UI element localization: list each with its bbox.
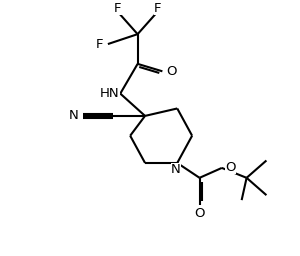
Text: F: F [114,2,122,15]
Text: N: N [171,163,181,176]
Text: O: O [225,162,236,174]
Text: N: N [69,109,79,122]
Text: O: O [194,207,205,220]
Text: HN: HN [100,87,120,100]
Text: F: F [95,38,103,50]
Text: O: O [166,65,176,78]
Text: F: F [154,2,161,15]
